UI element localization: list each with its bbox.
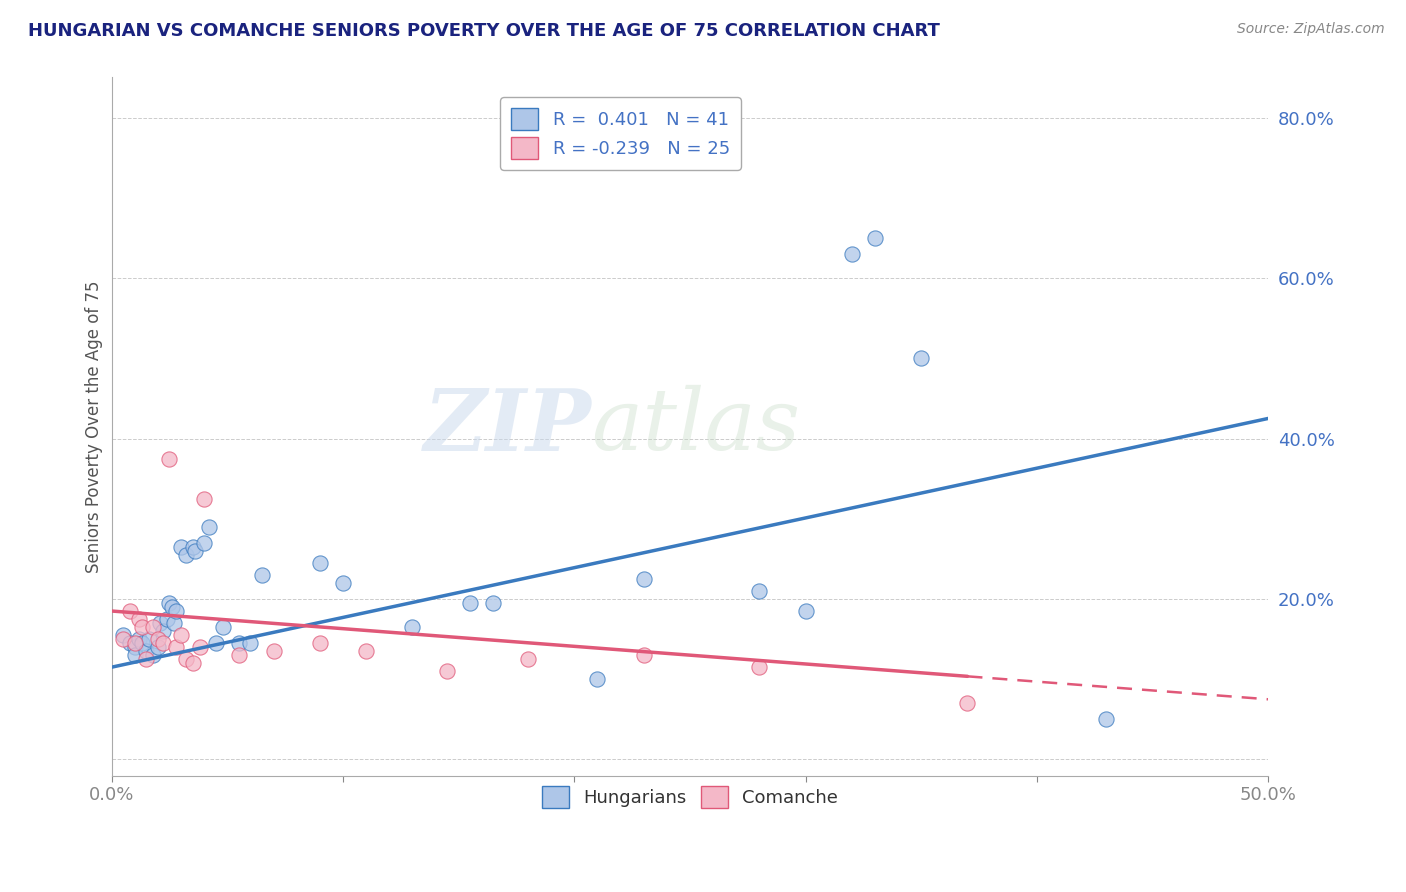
Point	[165, 604, 187, 618]
Point	[124, 636, 146, 650]
Point	[131, 636, 153, 650]
Point	[152, 624, 174, 638]
Point	[458, 596, 481, 610]
Point	[120, 636, 142, 650]
Point	[181, 656, 204, 670]
Point	[354, 644, 377, 658]
Point	[263, 644, 285, 658]
Point	[436, 664, 458, 678]
Point	[308, 636, 330, 650]
Point	[184, 544, 207, 558]
Point	[135, 644, 157, 658]
Point	[228, 648, 250, 662]
Point	[124, 640, 146, 654]
Point	[748, 584, 770, 599]
Point	[138, 632, 160, 646]
Point	[160, 600, 183, 615]
Point	[146, 632, 169, 646]
Point	[204, 636, 226, 650]
Point	[193, 536, 215, 550]
Point	[1095, 712, 1118, 726]
Point	[211, 620, 233, 634]
Point	[170, 628, 193, 642]
Text: HUNGARIAN VS COMANCHE SENIORS POVERTY OVER THE AGE OF 75 CORRELATION CHART: HUNGARIAN VS COMANCHE SENIORS POVERTY OV…	[28, 22, 941, 40]
Text: ZIP: ZIP	[423, 384, 592, 468]
Point	[197, 520, 219, 534]
Point	[163, 615, 186, 630]
Point	[124, 648, 146, 662]
Point	[142, 620, 165, 634]
Point	[633, 648, 655, 662]
Point	[332, 576, 354, 591]
Point	[152, 636, 174, 650]
Point	[128, 632, 150, 646]
Y-axis label: Seniors Poverty Over the Age of 75: Seniors Poverty Over the Age of 75	[86, 280, 103, 573]
Point	[228, 636, 250, 650]
Point	[956, 696, 979, 710]
Point	[188, 640, 211, 654]
Point	[131, 620, 153, 634]
Point	[794, 604, 817, 618]
Point	[174, 548, 197, 562]
Point	[135, 652, 157, 666]
Point	[482, 596, 505, 610]
Point	[170, 540, 193, 554]
Point	[193, 491, 215, 506]
Point	[841, 247, 863, 261]
Point	[181, 540, 204, 554]
Legend: Hungarians, Comanche: Hungarians, Comanche	[534, 779, 845, 815]
Point	[159, 596, 181, 610]
Point	[586, 672, 609, 686]
Point	[863, 231, 886, 245]
Point	[120, 604, 142, 618]
Point	[910, 351, 932, 366]
Point	[149, 615, 172, 630]
Point	[174, 652, 197, 666]
Point	[748, 660, 770, 674]
Point	[308, 556, 330, 570]
Point	[142, 648, 165, 662]
Text: Source: ZipAtlas.com: Source: ZipAtlas.com	[1237, 22, 1385, 37]
Point	[239, 636, 262, 650]
Point	[128, 612, 150, 626]
Point	[401, 620, 423, 634]
Point	[112, 632, 135, 646]
Point	[146, 640, 169, 654]
Point	[156, 612, 179, 626]
Point	[633, 572, 655, 586]
Point	[159, 451, 181, 466]
Text: atlas: atlas	[592, 385, 801, 467]
Point	[517, 652, 540, 666]
Point	[165, 640, 187, 654]
Point	[250, 568, 273, 582]
Point	[112, 628, 135, 642]
